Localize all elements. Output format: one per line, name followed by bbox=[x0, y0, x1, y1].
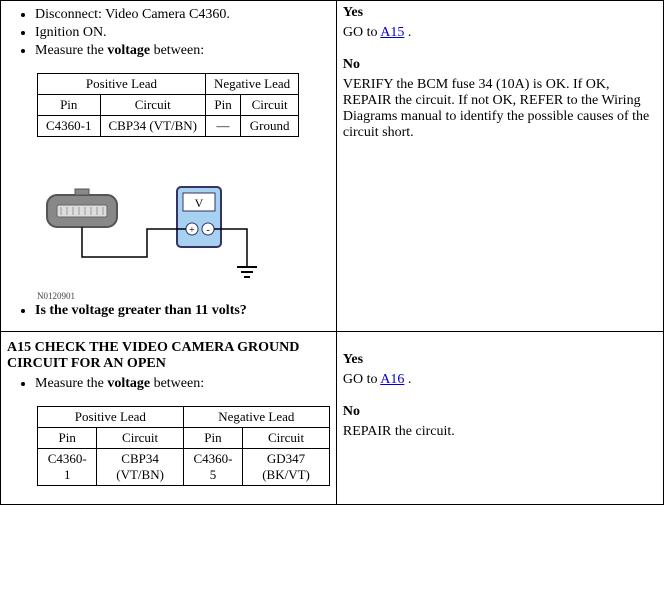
measure-suffix: between: bbox=[150, 376, 204, 391]
no-label: No bbox=[343, 57, 657, 73]
row2-left-cell: A15 CHECK THE VIDEO CAMERA GROUND CIRCUI… bbox=[1, 332, 337, 505]
circuit-header: Circuit bbox=[97, 428, 183, 449]
lead-table-1: Positive Lead Negative Lead Pin Circuit … bbox=[37, 73, 299, 137]
circuit-header: Circuit bbox=[241, 95, 299, 116]
step-a15-title: A15 CHECK THE VIDEO CAMERA GROUND CIRCUI… bbox=[7, 340, 330, 372]
no-label: No bbox=[343, 404, 657, 420]
pin-header: Pin bbox=[38, 95, 101, 116]
row1-left-cell: Disconnect: Video Camera C4360. Ignition… bbox=[1, 1, 337, 332]
minus-label: - bbox=[206, 225, 209, 236]
v-label: V bbox=[195, 196, 204, 210]
pos-pin-cell: C4360-1 bbox=[38, 116, 101, 137]
circuit-header: Circuit bbox=[243, 428, 330, 449]
measure-bold: voltage bbox=[107, 43, 150, 58]
row1-right-cell: Yes GO to A15 . No VERIFY the BCM fuse 3… bbox=[336, 1, 663, 332]
pin-header: Pin bbox=[205, 95, 240, 116]
neg-circuit-cell: Ground bbox=[241, 116, 299, 137]
diagnostic-table: Disconnect: Video Camera C4360. Ignition… bbox=[0, 0, 664, 505]
voltmeter-diagram: V + - bbox=[37, 167, 297, 287]
measure-bold: voltage bbox=[107, 376, 150, 391]
row2-bullet-list: Measure the voltage between: bbox=[7, 376, 330, 392]
neg-pin-cell: — bbox=[205, 116, 240, 137]
pin-header: Pin bbox=[183, 428, 242, 449]
goto-a16-link[interactable]: A16 bbox=[380, 372, 404, 387]
question-bullet: Is the voltage greater than 11 volts? bbox=[35, 303, 330, 319]
yes-pre: GO to bbox=[343, 372, 380, 387]
pos-lead-header: Positive Lead bbox=[38, 407, 184, 428]
pos-pin-cell: C4360-1 bbox=[38, 449, 97, 486]
neg-circuit-cell: GD347 (BK/VT) bbox=[243, 449, 330, 486]
pos-circuit-cell: CBP34 (VT/BN) bbox=[97, 449, 183, 486]
bullet-item: Measure the voltage between: bbox=[35, 376, 330, 392]
plus-label: + bbox=[189, 225, 195, 236]
pos-lead-header: Positive Lead bbox=[38, 74, 206, 95]
diagram-caption: N0120901 bbox=[37, 291, 330, 301]
yes-action: GO to A15 . bbox=[343, 25, 657, 41]
measure-suffix: between: bbox=[150, 43, 204, 58]
row2-right-cell: Yes GO to A16 . No REPAIR the circuit. bbox=[336, 332, 663, 505]
neg-lead-header: Negative Lead bbox=[205, 74, 298, 95]
no-text: VERIFY the BCM fuse 34 (10A) is OK. If O… bbox=[343, 77, 657, 141]
lead-table-2: Positive Lead Negative Lead Pin Circuit … bbox=[37, 406, 330, 486]
bullet-item: Disconnect: Video Camera C4360. bbox=[35, 7, 330, 23]
yes-post: . bbox=[404, 372, 411, 387]
no-text: REPAIR the circuit. bbox=[343, 424, 657, 440]
neg-pin-cell: C4360-5 bbox=[183, 449, 242, 486]
neg-lead-header: Negative Lead bbox=[183, 407, 329, 428]
yes-action: GO to A16 . bbox=[343, 372, 657, 388]
yes-post: . bbox=[404, 25, 411, 40]
goto-a15-link[interactable]: A15 bbox=[380, 25, 404, 40]
pin-header: Pin bbox=[38, 428, 97, 449]
bullet-item: Measure the voltage between: bbox=[35, 43, 330, 59]
row1-bullet-list: Disconnect: Video Camera C4360. Ignition… bbox=[7, 7, 330, 59]
yes-label: Yes bbox=[343, 352, 657, 368]
circuit-header: Circuit bbox=[100, 95, 205, 116]
bullet-item: Ignition ON. bbox=[35, 25, 330, 41]
question-list: Is the voltage greater than 11 volts? bbox=[7, 303, 330, 319]
measure-prefix: Measure the bbox=[35, 43, 107, 58]
yes-pre: GO to bbox=[343, 25, 380, 40]
yes-label: Yes bbox=[343, 5, 657, 21]
measure-prefix: Measure the bbox=[35, 376, 107, 391]
pos-circuit-cell: CBP34 (VT/BN) bbox=[100, 116, 205, 137]
